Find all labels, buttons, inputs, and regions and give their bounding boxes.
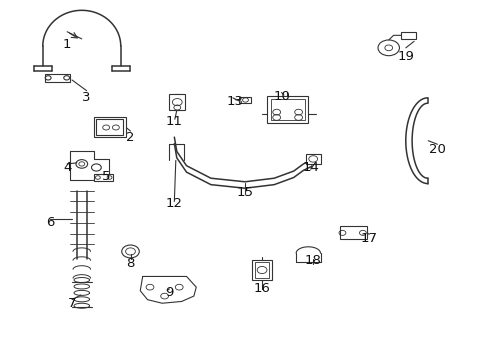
FancyBboxPatch shape bbox=[267, 96, 308, 123]
Text: 19: 19 bbox=[397, 50, 414, 63]
Text: 6: 6 bbox=[46, 216, 54, 229]
Text: 10: 10 bbox=[273, 90, 290, 103]
FancyBboxPatch shape bbox=[340, 226, 367, 239]
FancyBboxPatch shape bbox=[170, 94, 185, 111]
Text: 11: 11 bbox=[166, 114, 183, 127]
Text: 12: 12 bbox=[166, 197, 183, 210]
Text: 15: 15 bbox=[237, 186, 253, 199]
Text: 2: 2 bbox=[126, 131, 135, 144]
Text: 8: 8 bbox=[126, 257, 135, 270]
Text: 13: 13 bbox=[227, 95, 244, 108]
FancyBboxPatch shape bbox=[271, 99, 305, 120]
Text: 7: 7 bbox=[68, 297, 76, 310]
FancyBboxPatch shape bbox=[306, 154, 320, 164]
FancyBboxPatch shape bbox=[94, 117, 125, 137]
Text: 14: 14 bbox=[302, 161, 319, 174]
FancyBboxPatch shape bbox=[255, 262, 270, 278]
Text: 17: 17 bbox=[361, 233, 378, 246]
FancyBboxPatch shape bbox=[401, 32, 416, 39]
Text: 5: 5 bbox=[102, 170, 110, 183]
FancyBboxPatch shape bbox=[97, 119, 123, 135]
Text: 4: 4 bbox=[63, 161, 72, 174]
FancyBboxPatch shape bbox=[239, 97, 251, 103]
Text: 9: 9 bbox=[165, 286, 173, 299]
FancyBboxPatch shape bbox=[45, 74, 70, 82]
FancyBboxPatch shape bbox=[252, 260, 272, 280]
Text: 16: 16 bbox=[254, 283, 270, 296]
Text: 1: 1 bbox=[63, 38, 72, 51]
Text: 3: 3 bbox=[82, 91, 91, 104]
Text: 18: 18 bbox=[305, 254, 321, 267]
FancyBboxPatch shape bbox=[94, 174, 114, 181]
Text: 20: 20 bbox=[429, 143, 446, 156]
